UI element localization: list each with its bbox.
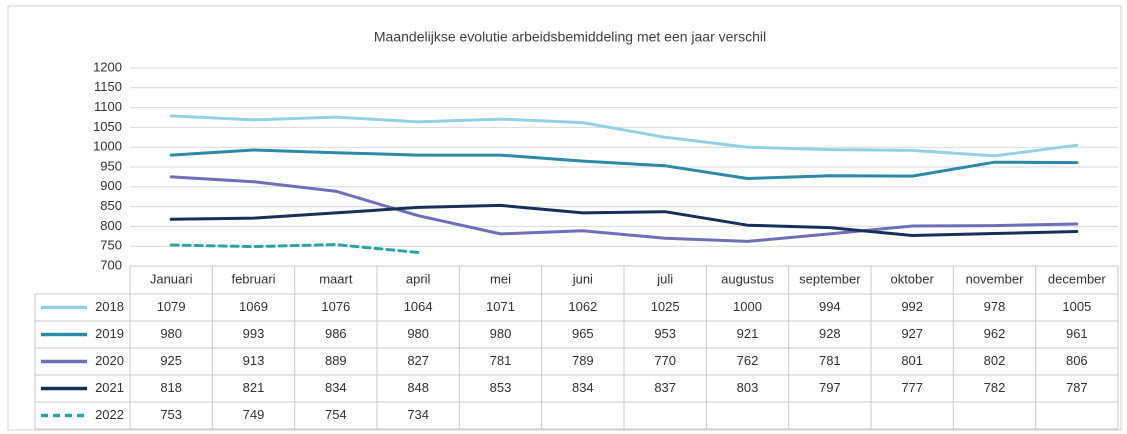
x-tick-label: maart — [319, 271, 353, 286]
table-cell: 762 — [737, 353, 759, 368]
table-cell: 1062 — [568, 299, 597, 314]
y-tick-label: 1000 — [93, 139, 122, 154]
table-cell: 889 — [325, 353, 347, 368]
table-cell: 1071 — [486, 299, 515, 314]
legend-label: 2019 — [95, 326, 124, 341]
table-cell: 1069 — [239, 299, 268, 314]
table-cell: 797 — [819, 380, 841, 395]
table-cell: 1025 — [651, 299, 680, 314]
table-cell: 782 — [984, 380, 1006, 395]
table-cell: 992 — [901, 299, 923, 314]
series-line — [169, 114, 1079, 158]
table-cell: 848 — [407, 380, 429, 395]
table-cell: 754 — [325, 407, 347, 422]
table-cell: 821 — [243, 380, 265, 395]
table-cell: 1076 — [321, 299, 350, 314]
x-tick-label: november — [966, 271, 1024, 286]
table-cell: 953 — [654, 326, 676, 341]
table-cell: 986 — [325, 326, 347, 341]
table-cell: 834 — [572, 380, 594, 395]
table-cell: 801 — [901, 353, 923, 368]
table-cell: 853 — [490, 380, 512, 395]
table-cell: 913 — [243, 353, 265, 368]
y-tick-label: 750 — [100, 238, 122, 253]
x-tick-label: december — [1048, 271, 1106, 286]
table-cell: 980 — [160, 326, 182, 341]
table-cell: 734 — [407, 407, 429, 422]
table-cell: 927 — [901, 326, 923, 341]
y-tick-label: 900 — [100, 178, 122, 193]
legend-label: 2020 — [95, 353, 124, 368]
series-line — [169, 203, 1079, 237]
series-line — [169, 148, 1079, 180]
table-cell: 928 — [819, 326, 841, 341]
table-cell: 925 — [160, 353, 182, 368]
x-tick-label: februari — [231, 271, 275, 286]
x-tick-label: Januari — [150, 271, 193, 286]
table-cell: 1000 — [733, 299, 762, 314]
table-cell: 787 — [1066, 380, 1088, 395]
table-cell: 837 — [654, 380, 676, 395]
table-cell: 777 — [901, 380, 923, 395]
table-cell: 753 — [160, 407, 182, 422]
table-cell: 834 — [325, 380, 347, 395]
table-cell: 1079 — [157, 299, 186, 314]
y-tick-label: 950 — [100, 158, 122, 173]
table-cell: 781 — [490, 353, 512, 368]
y-tick-label: 1200 — [93, 59, 122, 74]
table-cell: 827 — [407, 353, 429, 368]
x-tick-label: juni — [572, 271, 593, 286]
legend-label: 2022 — [95, 407, 124, 422]
y-tick-label: 1150 — [94, 79, 122, 94]
legend-label: 2018 — [95, 299, 124, 314]
table-cell: 993 — [243, 326, 265, 341]
chart-title: Maandelijkse evolutie arbeidsbemiddeling… — [374, 29, 766, 45]
x-tick-label: mei — [490, 271, 511, 286]
x-tick-label: september — [799, 271, 861, 286]
table-cell: 749 — [243, 407, 265, 422]
table-cell: 802 — [984, 353, 1006, 368]
table-cell: 803 — [737, 380, 759, 395]
y-tick-label: 1050 — [93, 119, 122, 134]
table-cell: 978 — [984, 299, 1006, 314]
table-cell: 921 — [737, 326, 759, 341]
table-cell: 1005 — [1062, 299, 1091, 314]
table-cell: 965 — [572, 326, 594, 341]
x-tick-label: april — [406, 271, 431, 286]
legend-label: 2021 — [95, 380, 124, 395]
table-cell: 818 — [160, 380, 182, 395]
table-cell: 1064 — [404, 299, 433, 314]
table-cell: 961 — [1066, 326, 1088, 341]
x-tick-label: oktober — [890, 271, 934, 286]
table-cell: 781 — [819, 353, 841, 368]
x-tick-label: juli — [656, 271, 673, 286]
table-cell: 770 — [654, 353, 676, 368]
table-cell: 962 — [984, 326, 1006, 341]
x-tick-label: augustus — [721, 271, 774, 286]
y-tick-label: 850 — [100, 198, 122, 213]
series-line — [169, 243, 420, 254]
y-tick-label: 800 — [100, 218, 122, 233]
y-tick-label: 700 — [100, 257, 122, 272]
series-line — [169, 175, 1079, 243]
y-tick-label: 1100 — [94, 99, 122, 114]
table-cell: 789 — [572, 353, 594, 368]
table-cell: 994 — [819, 299, 841, 314]
table-cell: 980 — [490, 326, 512, 341]
table-cell: 980 — [407, 326, 429, 341]
table-cell: 806 — [1066, 353, 1088, 368]
